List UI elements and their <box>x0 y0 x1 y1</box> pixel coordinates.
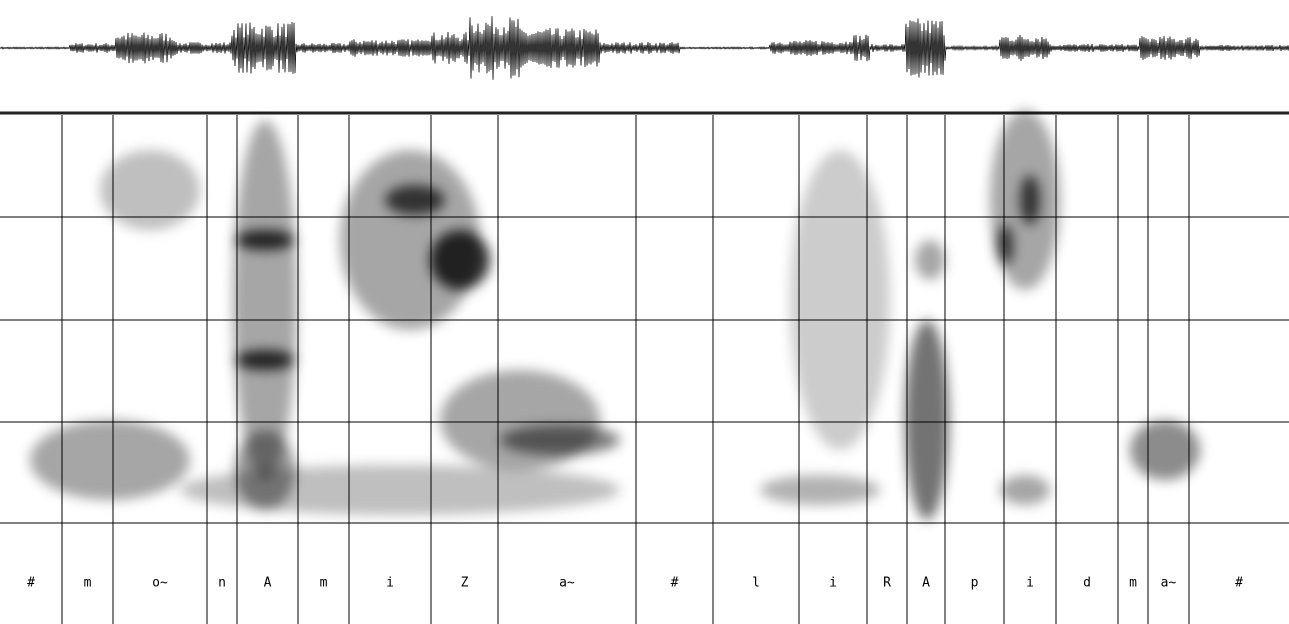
spectral-energy <box>1000 475 1050 505</box>
segment-label: Z <box>461 576 469 591</box>
spectral-energy <box>905 320 949 520</box>
segment-label: m <box>84 576 92 591</box>
segment-label: # <box>27 576 35 591</box>
segment-label: A <box>264 576 272 591</box>
spectral-energy <box>385 185 445 215</box>
segment-label: a~ <box>1161 576 1177 591</box>
spectral-energy <box>760 475 880 505</box>
segment-label: i <box>829 576 837 591</box>
segment-label: n <box>218 576 226 591</box>
spectral-energy <box>100 150 200 230</box>
waveform-trace <box>0 16 1289 80</box>
segment-label: p <box>971 576 979 591</box>
spectral-energy <box>430 230 490 290</box>
spectral-energy <box>235 230 295 250</box>
spectral-energy <box>180 465 620 515</box>
segment-label: a~ <box>559 576 575 591</box>
segment-label: d <box>1083 576 1091 591</box>
spectrogram <box>30 110 1200 520</box>
spectral-energy <box>233 120 297 480</box>
segment-label: m <box>320 576 328 591</box>
segment-label: m <box>1129 576 1137 591</box>
segment-label: i <box>1026 576 1034 591</box>
spectral-energy <box>790 150 890 450</box>
spectral-energy <box>1020 175 1040 225</box>
spectral-energy <box>235 350 295 370</box>
spectral-energy <box>30 420 190 500</box>
waveform <box>0 16 1289 80</box>
segment-label: l <box>752 576 760 591</box>
segment-label: o~ <box>152 576 168 591</box>
segment-label: i <box>386 576 394 591</box>
segment-label: R <box>883 576 891 591</box>
spectral-energy <box>500 425 620 455</box>
spectral-energy <box>997 225 1013 265</box>
segment-label: # <box>1235 576 1243 591</box>
grid <box>0 115 1289 624</box>
spectral-energy <box>440 370 600 470</box>
segment-label: # <box>671 576 679 591</box>
segment-label: A <box>922 576 930 591</box>
spectral-energy <box>915 240 945 280</box>
